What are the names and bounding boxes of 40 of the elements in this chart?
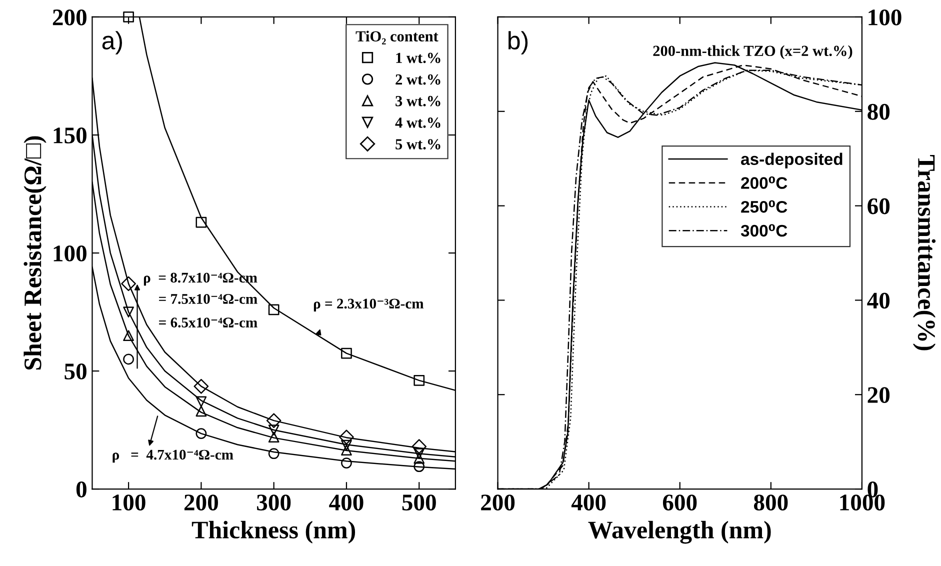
legend-label: 300⁰C xyxy=(740,224,788,237)
x-tick-label: 200 xyxy=(184,494,218,510)
x-axis-title: Wavelength (nm) xyxy=(588,520,771,544)
x-tick-label: 100 xyxy=(112,494,146,510)
y2-axis-title: Transmittance(%) xyxy=(912,155,936,350)
legend-label: 1 wt.% xyxy=(396,52,440,64)
x-axis-title: Thickness (nm) xyxy=(192,520,356,544)
y2-tick-label: 60 xyxy=(868,198,890,214)
x-tick-label: 600 xyxy=(662,494,697,510)
legend-label: 250⁰C xyxy=(741,200,788,213)
legend-label: 3 wt.% xyxy=(396,96,440,106)
y-tick-label: 100 xyxy=(54,245,86,262)
x-tick-label: 300 xyxy=(257,494,291,510)
annotation: = 6.5x10⁻⁴Ω-cm xyxy=(159,318,258,328)
y2-tick-label: 80 xyxy=(868,104,890,120)
legend-label: 200⁰C xyxy=(741,176,788,189)
annotation: = 7.5x10⁻⁴Ω-cm xyxy=(159,294,258,304)
legend-label: 5 wt.% xyxy=(396,139,440,150)
x-tick-label: 500 xyxy=(402,494,436,510)
legend-title: TiO₂ content xyxy=(356,30,438,44)
y-tick-label: 0 xyxy=(76,482,86,498)
annotation: b) xyxy=(508,31,528,54)
annotation: 200-nm-thick TZO (x=2 wt.%) xyxy=(653,45,852,60)
y2-tick-label: 20 xyxy=(868,387,890,404)
y-tick-label: 200 xyxy=(52,9,86,26)
x-tick-label: 400 xyxy=(329,494,364,510)
legend-label: 4 wt.% xyxy=(395,118,440,128)
x-tick-label: 800 xyxy=(754,494,788,510)
annotation: ρ = 4.7x10⁻⁴Ω-cm xyxy=(112,450,234,463)
y-axis-title: Sheet Resistance(Ω/□) xyxy=(24,136,46,370)
y2-tick-label: 100 xyxy=(868,9,902,26)
x-tick-label: 400 xyxy=(571,494,606,510)
annotation: a) xyxy=(102,31,122,54)
y2-tick-label: 40 xyxy=(867,292,890,309)
annotation: ρ = 2.3x10⁻³Ω-cm xyxy=(314,298,424,312)
y-tick-label: 150 xyxy=(54,127,86,144)
y-tick-label: 50 xyxy=(64,364,86,380)
x-tick-label: 200 xyxy=(481,494,515,510)
legend-label: 2 wt.% xyxy=(396,74,440,85)
legend-label: as-deposited xyxy=(741,152,842,168)
